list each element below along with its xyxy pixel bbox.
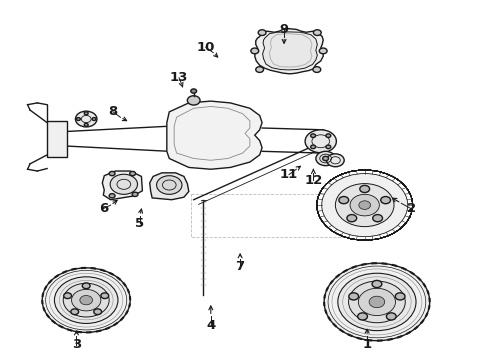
Circle shape [72,289,101,311]
Circle shape [84,123,88,126]
Circle shape [110,174,138,194]
Circle shape [335,184,394,226]
Circle shape [157,176,182,194]
Circle shape [372,280,382,288]
Circle shape [82,283,90,289]
Text: 6: 6 [98,202,108,215]
Circle shape [326,145,331,149]
Circle shape [75,111,97,127]
Circle shape [101,293,109,298]
Circle shape [109,194,115,198]
Circle shape [84,112,88,115]
Circle shape [319,48,327,54]
Circle shape [322,174,408,237]
Text: 9: 9 [279,23,289,36]
Circle shape [258,30,266,36]
Text: 4: 4 [206,319,216,332]
Polygon shape [102,171,143,200]
Circle shape [358,288,395,316]
Circle shape [64,293,72,298]
Circle shape [348,281,405,323]
Polygon shape [47,121,67,157]
Text: 2: 2 [407,202,416,215]
Circle shape [109,171,115,176]
Circle shape [130,171,136,176]
Text: 11: 11 [280,168,298,181]
Circle shape [360,185,369,193]
Text: 8: 8 [108,105,118,118]
Polygon shape [150,173,189,200]
Circle shape [316,151,335,166]
Circle shape [311,145,316,149]
Circle shape [76,118,80,121]
Polygon shape [167,101,262,169]
Circle shape [311,134,316,138]
Circle shape [191,89,196,93]
Circle shape [42,268,130,332]
Circle shape [251,48,259,54]
Circle shape [373,215,383,222]
Circle shape [187,96,200,105]
Text: 1: 1 [363,338,372,351]
Circle shape [387,313,396,320]
Circle shape [349,293,359,300]
Text: 13: 13 [170,71,188,84]
Circle shape [323,156,329,161]
Text: 12: 12 [304,174,322,186]
Circle shape [327,154,344,167]
Circle shape [63,283,109,317]
Circle shape [94,309,101,315]
Circle shape [369,296,385,308]
Circle shape [395,293,405,300]
Circle shape [71,309,78,315]
Circle shape [80,296,93,305]
Circle shape [358,313,368,320]
Polygon shape [263,32,318,70]
Circle shape [326,134,331,138]
Circle shape [256,67,264,72]
Circle shape [132,192,138,197]
Circle shape [381,197,391,204]
Circle shape [313,67,321,72]
Text: 3: 3 [72,338,81,351]
Circle shape [339,197,349,204]
Circle shape [92,118,96,121]
Text: 7: 7 [236,260,245,273]
Circle shape [314,30,321,36]
Circle shape [359,201,370,210]
Circle shape [305,130,336,153]
Circle shape [54,277,118,323]
Circle shape [350,194,379,216]
Circle shape [347,215,357,222]
Polygon shape [255,29,323,74]
Circle shape [324,263,430,341]
Text: 10: 10 [196,41,215,54]
Circle shape [338,273,416,330]
Text: 5: 5 [135,216,145,230]
